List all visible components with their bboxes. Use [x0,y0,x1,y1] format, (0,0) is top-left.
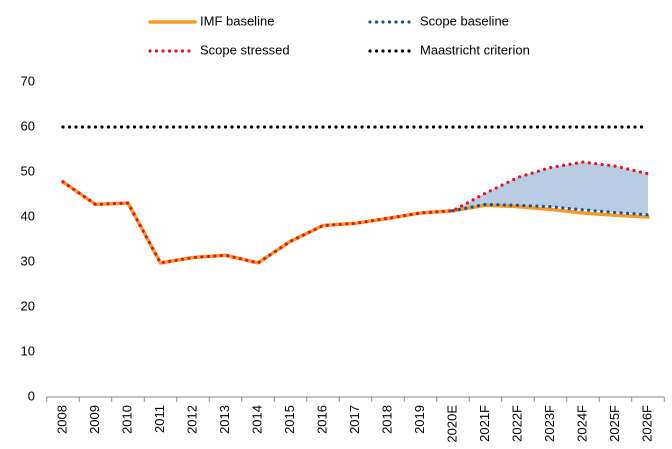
x-tick-label: 2008 [54,405,69,434]
x-tick-label: 2012 [184,405,199,434]
x-tick-label: 2018 [379,405,394,434]
x-tick-label: 2011 [152,405,167,433]
series-line [451,202,650,217]
x-tick-label: 2015 [282,405,297,434]
x-tick-label: 2013 [217,405,232,434]
x-tick-label: 2016 [314,405,329,434]
x-tick-label: 2010 [119,405,134,434]
y-tick-label: 60 [21,118,35,133]
y-tick-label: 30 [21,253,35,268]
legend-label: Scope baseline [420,13,509,28]
y-tick-label: 0 [28,388,35,403]
stress-band [453,162,648,215]
legend-label: Maastricht criterion [420,42,530,57]
y-tick-label: 10 [21,343,35,358]
x-tick-label: 2024F [574,405,589,442]
x-tick-label: 2014 [249,405,264,434]
x-tick-label: 2009 [87,405,102,434]
x-tick-label: 2025F [607,405,622,442]
x-tick-label: 2019 [412,405,427,434]
series-line [61,160,650,265]
x-tick-label: 2021F [477,405,492,442]
y-tick-label: 70 [21,73,35,88]
x-tick-label: 2020E [444,405,459,443]
x-tick-label: 2026F [639,405,654,442]
y-tick-label: 50 [21,163,35,178]
x-tick-label: 2017 [347,405,362,434]
series-line [61,180,650,265]
y-tick-label: 40 [21,208,35,223]
x-tick-label: 2023F [542,405,557,442]
legend-label: Scope stressed [200,42,290,57]
y-tick-label: 20 [21,298,35,313]
legend-label: IMF baseline [200,13,274,28]
x-tick-label: 2022F [509,405,524,442]
